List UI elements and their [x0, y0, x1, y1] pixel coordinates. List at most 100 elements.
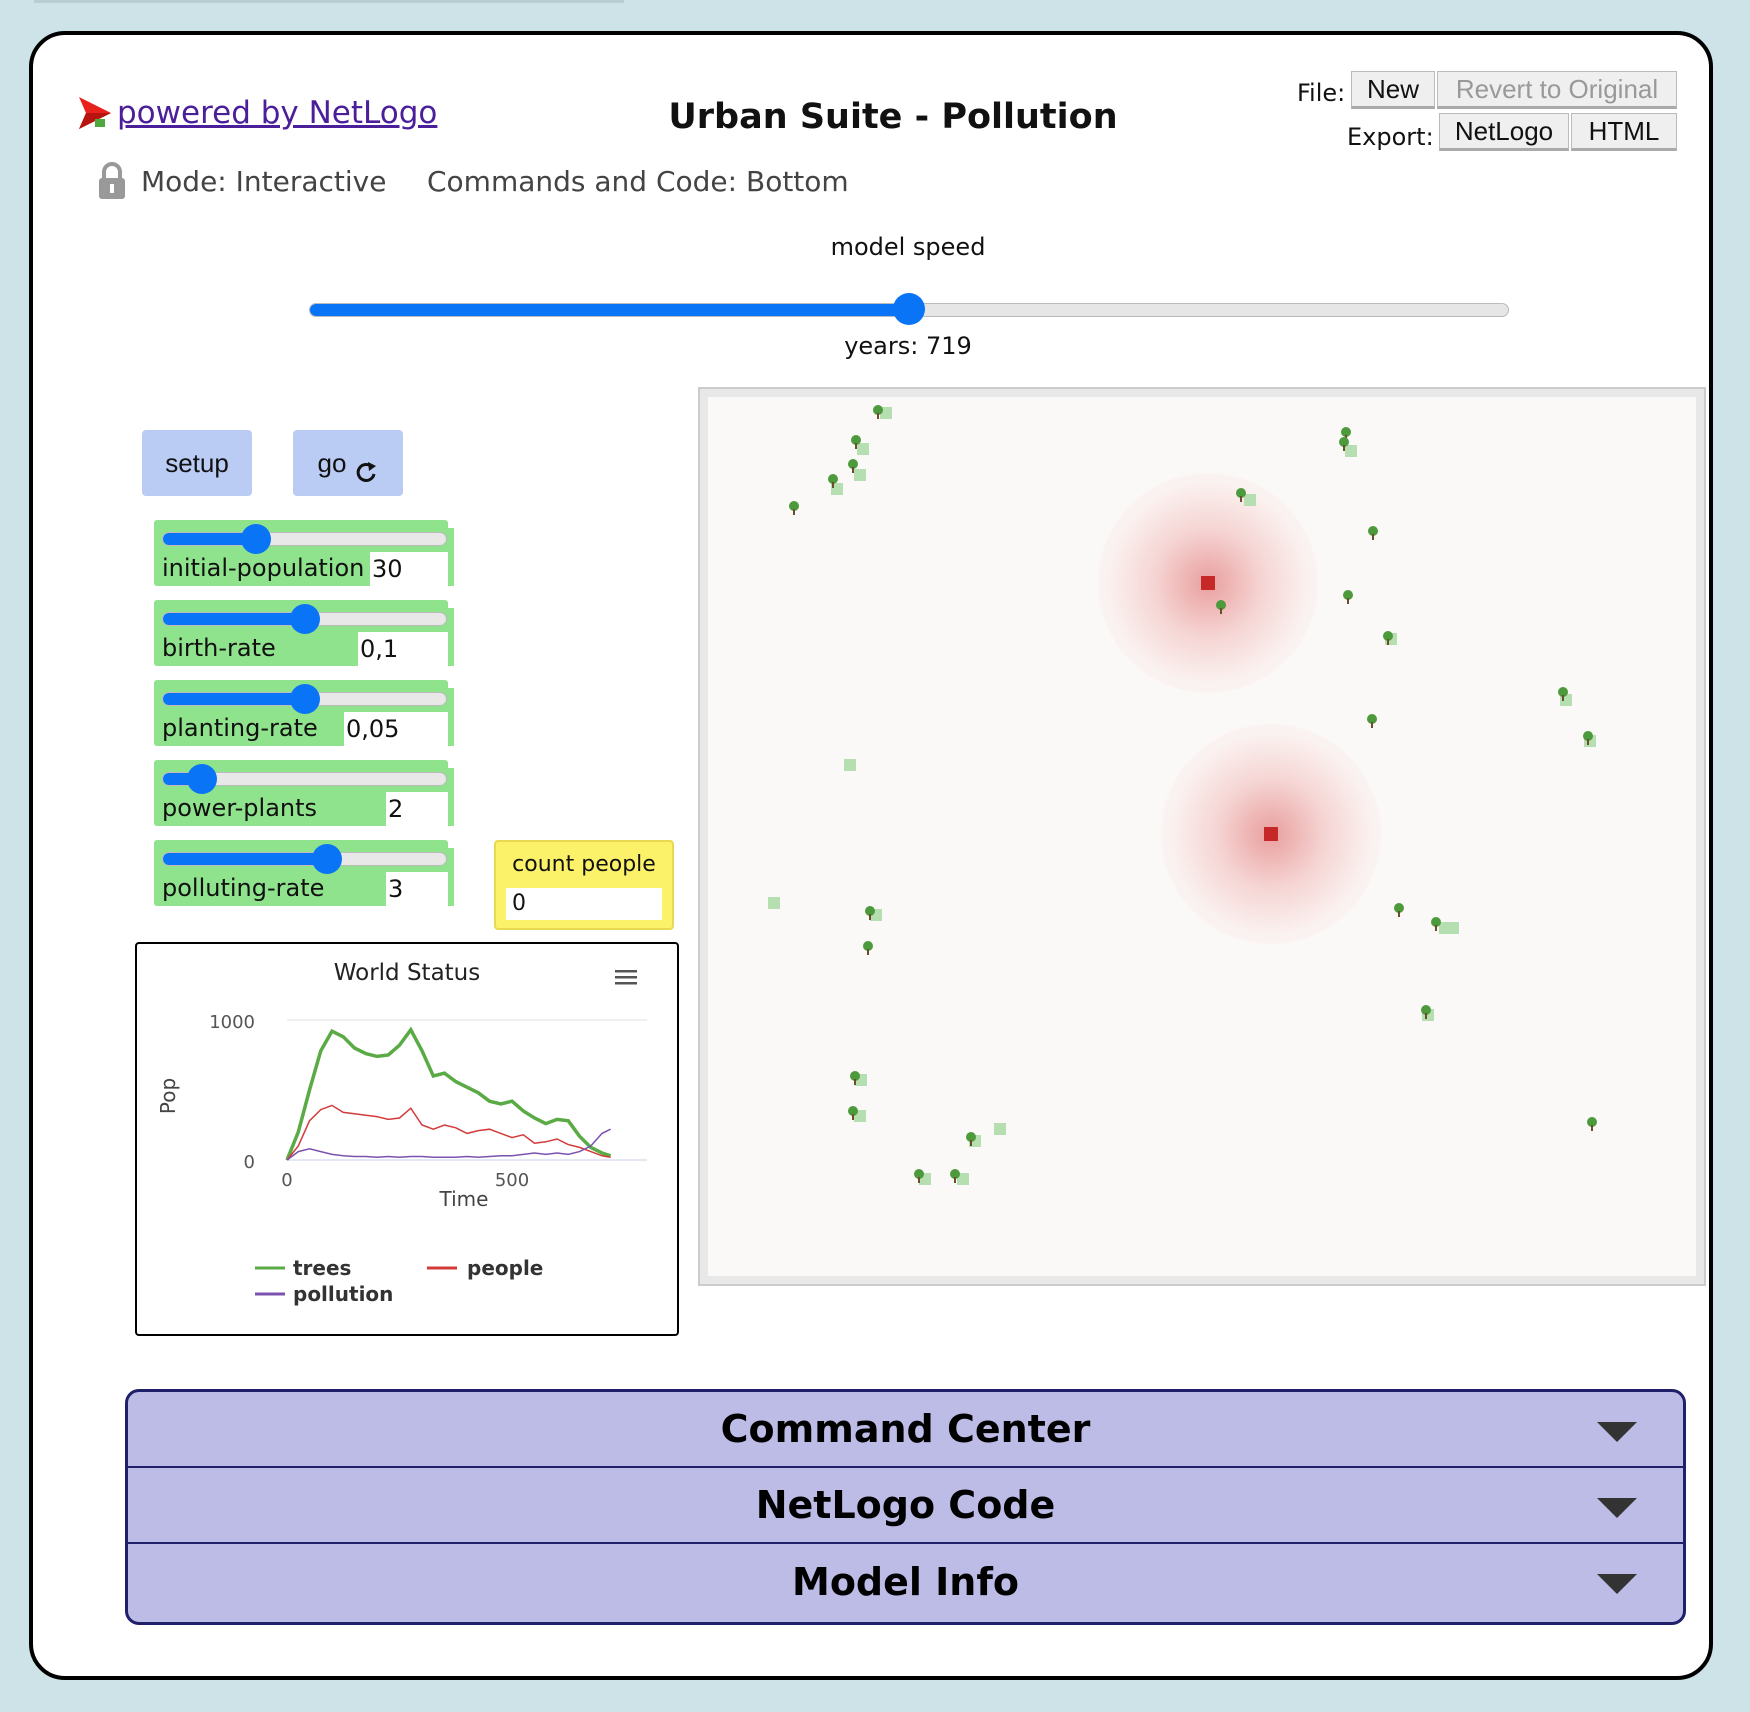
chevron-down-icon[interactable]	[1597, 1498, 1637, 1518]
netlogo-code-tab[interactable]: NetLogo Code	[128, 1468, 1683, 1544]
chevron-down-icon[interactable]	[1597, 1422, 1637, 1442]
monitor-value: 0	[506, 888, 662, 920]
slider-name: planting-rate	[162, 714, 318, 742]
forever-icon[interactable]	[354, 460, 378, 484]
tree-icon	[966, 1132, 976, 1146]
world-canvas[interactable]	[708, 397, 1696, 1276]
tree-icon	[789, 501, 799, 515]
green-patch	[831, 483, 843, 495]
slider-knob[interactable]	[312, 844, 343, 874]
slider-name: birth-rate	[162, 634, 276, 662]
tree-icon	[848, 1106, 858, 1120]
mode-label: Mode: Interactive	[141, 164, 387, 198]
tree-icon	[1558, 687, 1568, 701]
tree-icon	[1367, 714, 1377, 728]
legend-label-pollution[interactable]: pollution	[293, 1282, 393, 1306]
tree-icon	[851, 435, 861, 449]
ticks-counter: years: 719	[844, 332, 972, 360]
tree-icon	[1583, 731, 1593, 745]
tree-icon	[950, 1169, 960, 1183]
series-line-pollution	[286, 1128, 611, 1161]
plot-svg: World Status Pop Time 1000 0 0 500 trees…	[156, 960, 647, 1306]
new-button[interactable]: New	[1351, 71, 1435, 109]
tree-icon	[1343, 590, 1353, 604]
go-button-label[interactable]: go	[317, 447, 347, 478]
tree-icon	[1339, 437, 1349, 451]
power-plant	[1201, 576, 1215, 590]
tree-icon	[863, 941, 873, 955]
slider-polluting-rate[interactable]: polluting-rate 3	[154, 840, 454, 906]
slider-value[interactable]: 0,1	[358, 632, 448, 666]
plot-x-tick-0: 0	[281, 1170, 292, 1191]
slider-knob[interactable]	[289, 604, 320, 634]
tree-icon	[873, 405, 883, 419]
green-patch	[1447, 922, 1459, 934]
slider-name: initial-population	[162, 554, 365, 582]
command-center-label[interactable]: Command Center	[720, 1407, 1091, 1451]
netlogo-logo-icon	[79, 97, 111, 129]
go-button[interactable]: go	[293, 430, 403, 496]
model-speed-knob[interactable]	[893, 293, 925, 325]
mode-toggle[interactable]: Mode: Interactive	[97, 161, 386, 201]
green-patch	[844, 759, 856, 771]
model-speed-label: model speed	[830, 233, 986, 261]
model-title: Urban Suite - Pollution	[668, 97, 1118, 137]
slider-fill	[163, 853, 328, 865]
setup-button[interactable]: setup	[142, 430, 252, 496]
model-info-tab[interactable]: Model Info	[128, 1544, 1683, 1620]
slider-edge	[448, 528, 454, 586]
green-patch	[880, 407, 892, 419]
slider-birth-rate[interactable]: birth-rate 0,1	[154, 600, 454, 666]
lock-icon[interactable]	[97, 161, 127, 201]
tree-icon	[1216, 600, 1226, 614]
top-strip	[34, 0, 624, 3]
plot-y-tick-0: 0	[244, 1152, 255, 1173]
slider-fill	[163, 533, 257, 545]
slider-knob[interactable]	[289, 684, 320, 714]
monitor-label: count people	[512, 852, 656, 877]
tree-icon	[914, 1169, 924, 1183]
powered-by-netlogo-link[interactable]: powered by NetLogo	[77, 95, 437, 131]
slider-edge	[448, 688, 454, 746]
slider-value[interactable]: 0,05	[344, 712, 448, 746]
green-patch	[854, 469, 866, 481]
slider-knob[interactable]	[241, 524, 272, 554]
export-netlogo-button[interactable]: NetLogo	[1439, 113, 1569, 151]
tree-icon	[865, 906, 875, 920]
slider-planting-rate[interactable]: planting-rate 0,05	[154, 680, 454, 746]
slider-power-plants[interactable]: power-plants 2	[154, 760, 454, 826]
world-status-plot: World Status Pop Time 1000 0 0 500 trees…	[135, 942, 679, 1336]
legend-label-people[interactable]: people	[467, 1256, 543, 1280]
slider-knob[interactable]	[186, 764, 217, 794]
model-info-label[interactable]: Model Info	[792, 1560, 1019, 1604]
powered-by-label[interactable]: powered by NetLogo	[117, 95, 438, 131]
slider-value[interactable]: 3	[386, 872, 448, 906]
tree-icon	[1587, 1117, 1597, 1131]
setup-button-label[interactable]: setup	[165, 447, 229, 478]
model-speed-fill	[310, 304, 909, 316]
legend-label-trees[interactable]: trees	[293, 1256, 351, 1280]
slider-value[interactable]: 2	[386, 792, 448, 826]
chevron-down-icon[interactable]	[1597, 1574, 1637, 1594]
plot-x-tick-500: 500	[495, 1170, 529, 1191]
revert-to-original-button[interactable]: Revert to Original	[1437, 71, 1677, 109]
world-view[interactable]	[698, 387, 1706, 1286]
tree-icon	[1421, 1005, 1431, 1019]
plot-menu-icon[interactable]	[615, 970, 637, 985]
slider-edge	[448, 848, 454, 906]
green-patch	[1345, 445, 1357, 457]
tree-icon	[1368, 526, 1378, 540]
commands-position-toggle[interactable]: Commands and Code: Bottom	[427, 165, 849, 198]
plot-title: World Status	[334, 960, 481, 986]
tree-icon	[1236, 488, 1246, 502]
file-label: File:	[1297, 79, 1346, 107]
command-center-tab[interactable]: Command Center	[128, 1392, 1683, 1468]
export-html-button[interactable]: HTML	[1571, 113, 1677, 151]
slider-track[interactable]	[162, 532, 447, 546]
slider-initial-population[interactable]: initial-population 30	[154, 520, 454, 586]
green-patch	[1244, 494, 1256, 506]
slider-track[interactable]	[162, 852, 447, 866]
tree-icon	[1394, 903, 1404, 917]
slider-value[interactable]: 30	[370, 552, 448, 586]
netlogo-code-label[interactable]: NetLogo Code	[755, 1483, 1056, 1527]
